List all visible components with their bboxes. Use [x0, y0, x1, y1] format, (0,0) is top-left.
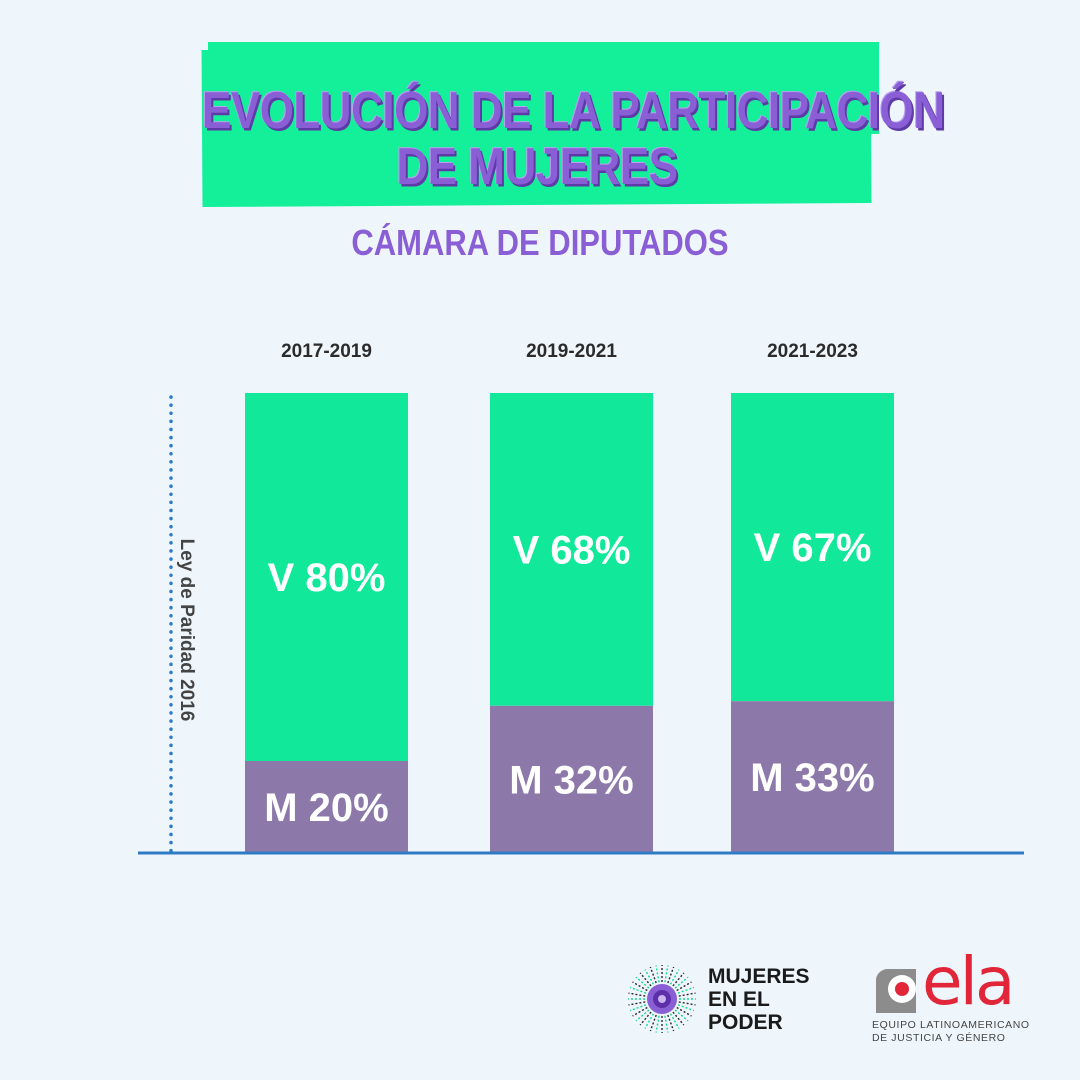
ela-wordmark: ela	[922, 943, 1015, 1020]
annotation-label: Ley de Paridad 2016	[176, 539, 197, 722]
bar-mujeres-2021-2023	[731, 701, 894, 853]
bar-varones-2021-2023	[731, 393, 894, 702]
data-label-mujeres-2017-2019: M 20%	[264, 786, 389, 830]
bar-mujeres-2017-2019	[245, 761, 408, 853]
mujeres-logo-line-3: PODER	[708, 1011, 783, 1034]
mujeres-logo-line-2: EN EL	[708, 988, 770, 1011]
data-label-varones-2021-2023: V 67%	[754, 526, 872, 570]
sunburst-icon	[628, 965, 696, 1033]
data-label-varones-2019-2021: V 68%	[513, 528, 631, 572]
chart-title-line-1: EVOLUCIÓN DE LA PARTICIPACIÓN	[202, 82, 945, 140]
data-label-mujeres-2021-2023: M 33%	[750, 756, 875, 800]
mujeres-logo-text: MUJERES EN EL PODER	[708, 965, 810, 1034]
ela-emblem-icon	[876, 968, 916, 1013]
bar-varones-2019-2021	[490, 393, 653, 706]
ela-subtitle-line-2: DE JUSTICIA Y GÉNERO	[872, 1032, 1006, 1044]
data-label-mujeres-2019-2021: M 32%	[509, 758, 634, 802]
ela-subtitle: EQUIPO LATINOAMERICANO DE JUSTICIA Y GÉN…	[872, 1019, 1042, 1045]
bar-varones-2017-2019	[245, 393, 408, 761]
mujeres-en-el-poder-logo: MUJERES EN EL PODER	[620, 955, 820, 1045]
footer-logos: MUJERES EN EL PODER ela EQUIPO LATINOAME…	[620, 943, 1042, 1055]
data-label-varones-2017-2019: V 80%	[268, 556, 386, 600]
category-label-2021-2023: 2021-2023	[767, 341, 858, 362]
chart-subtitle: CÁMARA DE DIPUTADOS	[351, 222, 729, 264]
bar-mujeres-2019-2021	[490, 705, 653, 853]
chart-title-line-2: DE MUJERES	[396, 138, 678, 196]
mujeres-logo-line-1: MUJERES	[708, 965, 810, 988]
ela-subtitle-line-1: EQUIPO LATINOAMERICANO	[872, 1019, 1030, 1031]
ela-logo: ela EQUIPO LATINOAMERICANO DE JUSTICIA Y…	[870, 943, 1042, 1053]
category-label-2017-2019: 2017-2019	[281, 341, 372, 362]
category-label-2019-2021: 2019-2021	[526, 341, 617, 362]
